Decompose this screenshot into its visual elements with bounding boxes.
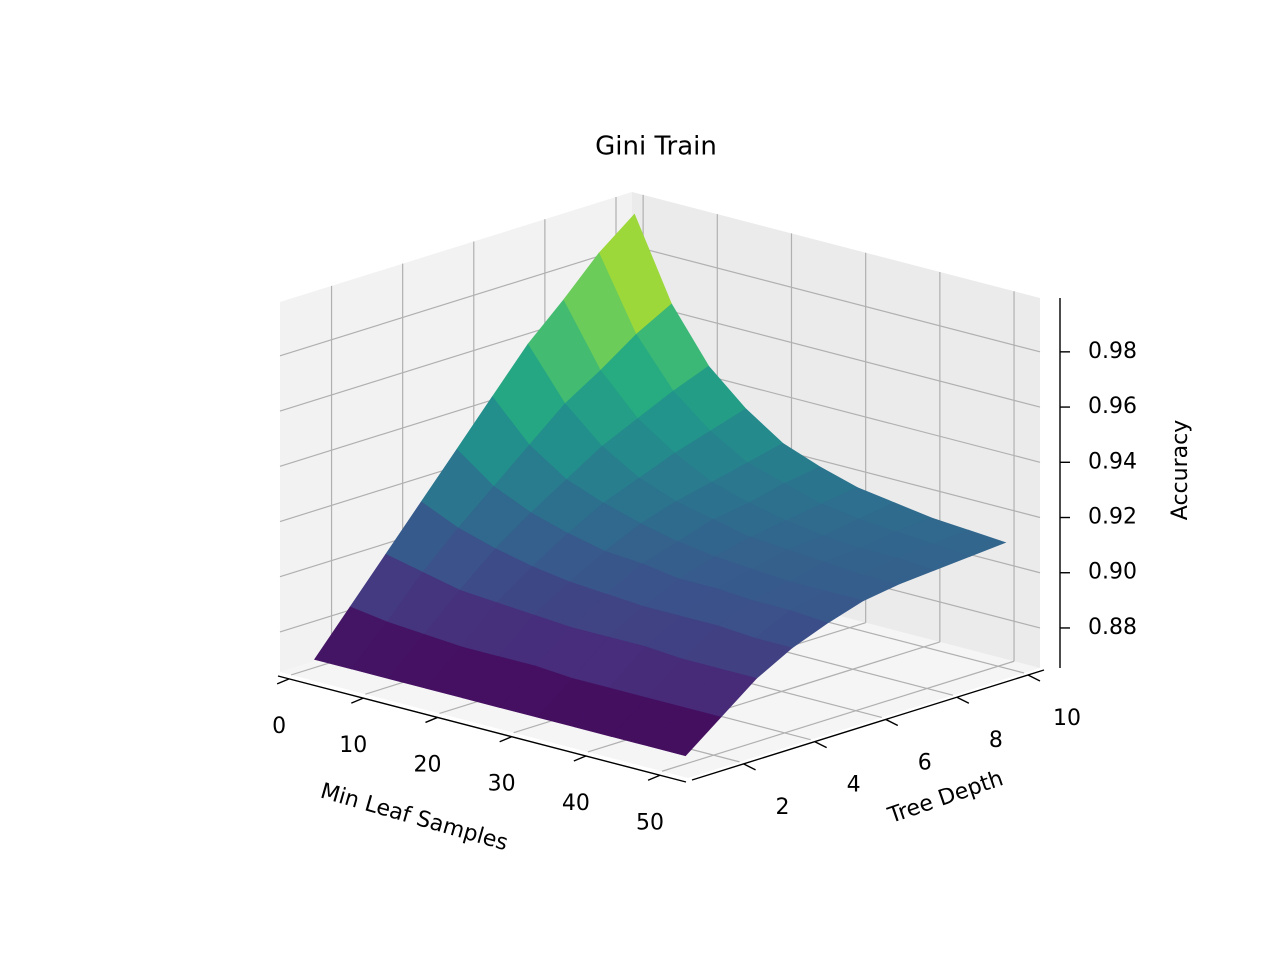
grid-line [631,300,1041,408]
grid-line [631,245,1041,353]
z-tick-label: 0.98 [1088,339,1137,364]
y-tick [885,718,899,727]
y-axis [691,669,1045,781]
y-tick-label: 10 [1053,706,1081,731]
chart-title: Gini Train [595,132,717,162]
x-tick-label: 50 [636,810,664,835]
y-tick-label: 8 [989,728,1003,753]
x-axis [277,675,687,783]
z-tick-label: 0.90 [1088,560,1137,585]
y-tick [1027,674,1041,682]
y-tick [956,696,970,704]
x-tick [647,774,661,781]
x-tick-label: 40 [562,791,590,816]
x-tick [499,736,512,743]
x-tick [425,716,438,724]
z-tick-label: 0.94 [1088,449,1137,474]
y-tick [743,763,756,771]
x-tick [351,697,364,704]
x-tick-label: 0 [272,714,286,739]
y-tick-label: 4 [847,773,861,798]
z-tick-label: 0.92 [1088,505,1137,530]
z-tick-label: 0.96 [1088,394,1137,419]
y-tick-label: 6 [918,750,932,775]
x-tick-label: 20 [413,752,441,777]
grid-line [661,660,1015,772]
z-tick-label: 0.88 [1088,615,1137,640]
surface-face [647,707,722,757]
y-tick-label: 2 [776,795,790,820]
x-tick [573,755,587,762]
grid-line [279,245,633,357]
x-tick-label: 30 [488,772,516,797]
x-tick-label: 10 [339,733,367,758]
x-tick [276,678,290,685]
y-tick [814,741,827,749]
z-axis-label: Accuracy [1168,420,1193,520]
